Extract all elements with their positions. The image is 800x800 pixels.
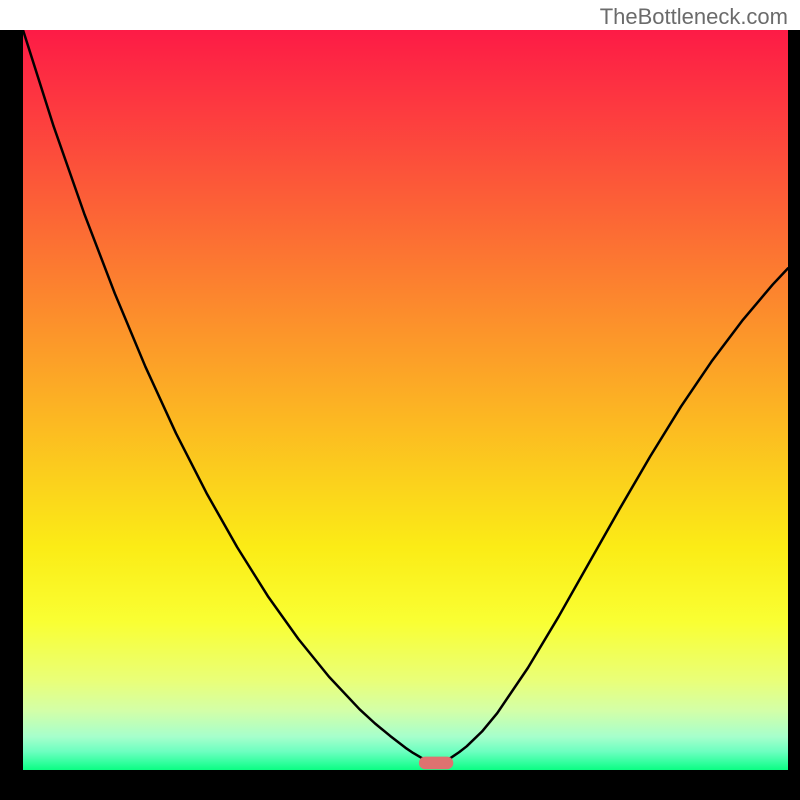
bottleneck-curve-plot: [23, 30, 788, 770]
optimal-marker: [419, 757, 453, 770]
gradient-background: [23, 30, 788, 770]
frame-bottom: [0, 770, 800, 800]
chart-canvas: TheBottleneck.com: [0, 0, 800, 800]
frame-right: [788, 30, 800, 800]
watermark-text: TheBottleneck.com: [600, 4, 788, 30]
frame-left: [0, 30, 23, 800]
